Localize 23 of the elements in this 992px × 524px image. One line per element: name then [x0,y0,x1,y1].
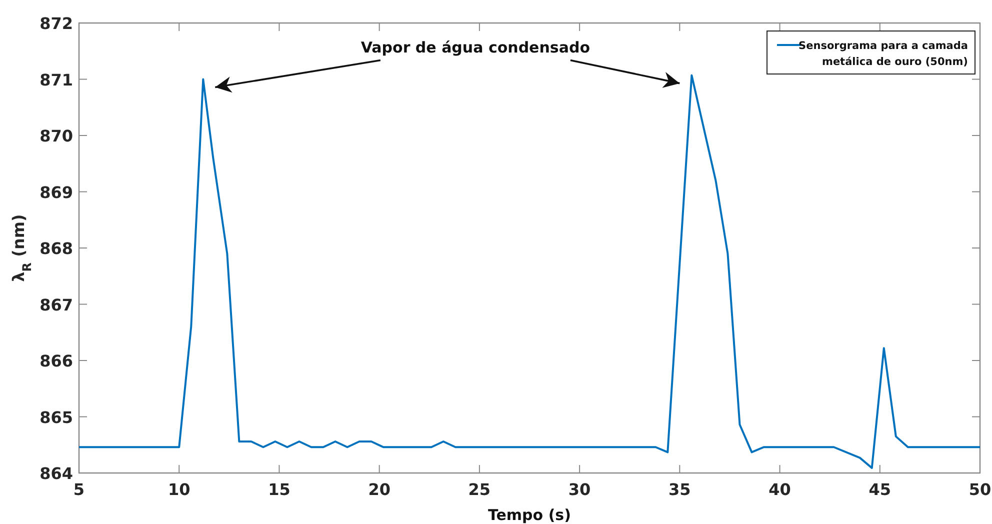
x-tick-label: 45 [868,480,892,499]
x-tick-label: 10 [168,480,190,499]
y-tick-label: 865 [40,408,73,427]
y-tick-label: 872 [40,14,73,33]
y-tick-label: 868 [40,239,73,258]
annotation: Vapor de água condensado [360,38,590,56]
x-tick-label: 20 [368,480,390,499]
y-tick-label: 870 [40,126,73,146]
x-axis-title: Tempo (s) [488,506,571,524]
y-tick-label: 869 [40,182,73,202]
legend-label: Sensorgrama para a camada metálica de ouro (50nm) [798,40,968,68]
y-tick-label: 867 [40,295,73,314]
x-tick-label: 15 [268,480,290,499]
x-tick-label: 5 [73,480,85,499]
y-tick-label: 864 [40,464,73,483]
y-tick-label: 871 [40,70,73,90]
x-tick-label: 35 [668,480,691,499]
y-tick-label: 866 [40,352,73,370]
line-series [78,74,981,469]
x-tick-label: 40 [768,480,791,499]
x-tick-label: 25 [468,480,491,499]
x-tick-label: 30 [568,480,591,499]
x-tick-label: 50 [968,480,992,499]
